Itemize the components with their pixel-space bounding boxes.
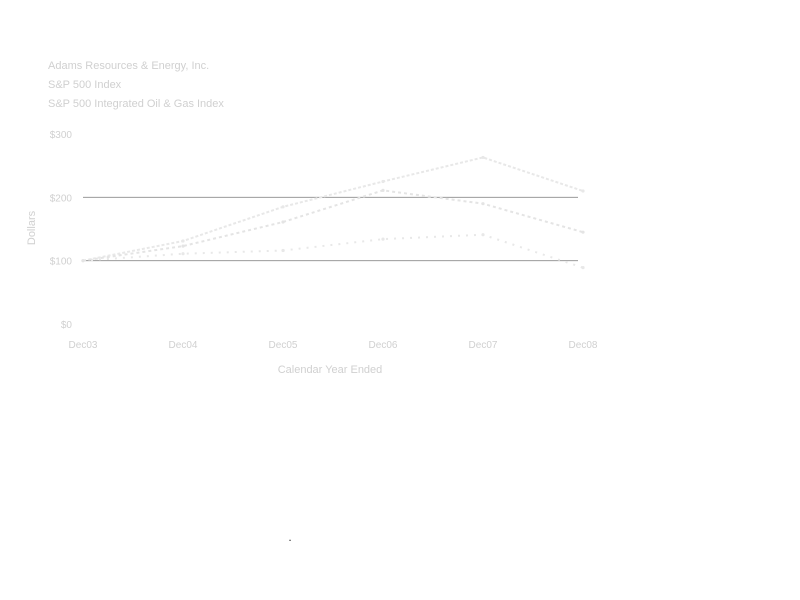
data-point xyxy=(581,230,585,234)
y-tick-label: $0 xyxy=(61,320,73,331)
data-point xyxy=(181,239,185,243)
data-point xyxy=(181,244,185,248)
x-tick-label: Dec05 xyxy=(269,340,298,351)
y-tick-label: $100 xyxy=(50,257,73,268)
gridlines xyxy=(83,196,578,262)
data-point xyxy=(281,248,285,253)
legend-entry-0: Adams Resources & Energy, Inc. xyxy=(48,60,209,72)
x-tick-label: Dec08 xyxy=(569,340,598,351)
data-point xyxy=(381,188,385,192)
data-point xyxy=(581,189,585,193)
data-point xyxy=(481,233,485,237)
data-point xyxy=(381,179,385,184)
y-axis-title: Dollars xyxy=(26,210,38,245)
data-point xyxy=(181,252,185,256)
series-layer xyxy=(81,155,585,270)
x-axis-ticks: Dec03 Dec04 Dec05 Dec06 Dec07 Dec08 xyxy=(69,340,598,351)
data-point xyxy=(381,237,385,241)
y-axis-ticks: $0 $100 $200 $300 xyxy=(50,130,73,331)
x-tick-label: Dec03 xyxy=(69,340,98,351)
x-tick-label: Dec04 xyxy=(169,340,198,351)
series-line-2 xyxy=(82,189,584,262)
y-tick-label: $300 xyxy=(50,130,73,141)
x-tick-label: Dec07 xyxy=(469,340,498,351)
data-point xyxy=(281,205,285,209)
legend: Adams Resources & Energy, Inc. S&P 500 In… xyxy=(48,60,224,110)
x-tick-label: Dec06 xyxy=(369,340,398,351)
data-point xyxy=(581,266,585,270)
data-point xyxy=(481,202,485,206)
footer-mark: . xyxy=(288,530,291,544)
data-point xyxy=(281,220,285,224)
data-point xyxy=(481,155,485,160)
legend-entry-1: S&P 500 Index xyxy=(48,79,122,91)
y-tick-label: $200 xyxy=(50,193,73,204)
legend-entry-2: S&P 500 Integrated Oil & Gas Index xyxy=(48,98,224,110)
series-line-0 xyxy=(82,156,584,262)
data-point xyxy=(81,259,85,263)
x-axis-title: Calendar Year Ended xyxy=(278,364,383,376)
